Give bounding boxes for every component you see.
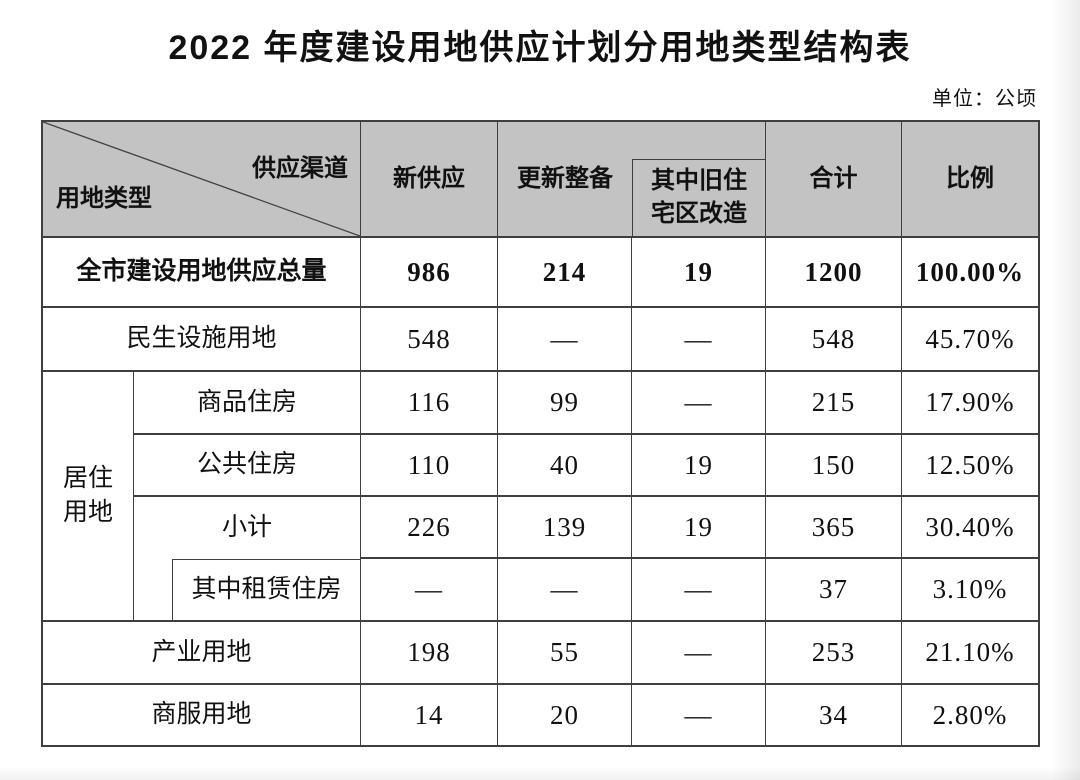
cell-value: 40 [498, 435, 632, 497]
cell-value: — [632, 308, 766, 372]
page-title: 2022 年度建设用地供应计划分用地类型结构表 [168, 29, 912, 67]
cell-value: 150 [766, 435, 902, 497]
corner-supply-channel-label: 供应渠道 [252, 156, 348, 182]
land-supply-table: 供应渠道 用地类型 新供应 更新整备 其中旧住宅区改造 合计 比例 全市建设用地… [41, 120, 1040, 747]
cell-value: 99 [498, 372, 632, 435]
cell-value: 19 [632, 435, 766, 497]
cell-value: 34 [766, 685, 902, 745]
cell-value: 100.00% [902, 238, 1038, 308]
group-label-residential: 居住用地 [43, 372, 134, 622]
cell-value: 37 [766, 559, 902, 622]
cell-value: 215 [766, 372, 902, 435]
cell-value: 20 [498, 685, 632, 745]
cell-value: 548 [361, 308, 498, 372]
cell-value: 12.50% [902, 435, 1038, 497]
row-label-public-housing: 公共住房 [134, 435, 361, 497]
cell-value: 21.10% [902, 622, 1038, 685]
page-edge-shade-bottom [0, 766, 1080, 780]
col-header-total: 合计 [766, 122, 902, 238]
cell-value: 45.70% [902, 308, 1038, 372]
col-header-ratio: 比例 [902, 122, 1038, 238]
cell-value: 55 [498, 622, 632, 685]
cell-value: 365 [766, 497, 902, 559]
cell-value: 110 [361, 435, 498, 497]
cell-value: — [361, 559, 498, 622]
cell-value: 30.40% [902, 497, 1038, 559]
cell-value: — [498, 308, 632, 372]
row-label-livelihood: 民生设施用地 [43, 308, 361, 372]
row-label-citywide-total: 全市建设用地供应总量 [43, 238, 361, 308]
col-header-renewal: 更新整备 [498, 122, 632, 238]
cell-value: 226 [361, 497, 498, 559]
col-header-renewal-top-strip [632, 122, 766, 159]
cell-value: 214 [498, 238, 632, 308]
cell-value: 253 [766, 622, 902, 685]
corner-cell: 供应渠道 用地类型 [43, 122, 361, 238]
cell-value: 19 [632, 238, 766, 308]
cell-value: 139 [498, 497, 632, 559]
cell-value: — [498, 559, 632, 622]
cell-value: — [632, 685, 766, 745]
cell-value: 1200 [766, 238, 902, 308]
col-header-new-supply: 新供应 [361, 122, 498, 238]
cell-value: — [632, 372, 766, 435]
cell-value: 548 [766, 308, 902, 372]
row-label-commodity-housing: 商品住房 [134, 372, 361, 435]
cell-value: 17.90% [902, 372, 1038, 435]
cell-value: 116 [361, 372, 498, 435]
corner-land-type-label: 用地类型 [56, 186, 152, 213]
col-header-renewal-sub: 其中旧住宅区改造 [632, 159, 766, 238]
cell-value: — [632, 559, 766, 622]
cell-value: 14 [361, 685, 498, 745]
cell-value: 3.10% [902, 559, 1038, 622]
row-label-subtotal: 小计 [134, 497, 361, 559]
rental-row-spacer [134, 559, 172, 622]
row-label-industrial: 产业用地 [43, 622, 361, 685]
row-label-commercial: 商服用地 [43, 685, 361, 745]
row-label-rental-housing: 其中租赁住房 [172, 559, 361, 622]
unit-note: 单位：公顷 [932, 88, 1037, 110]
cell-value: — [632, 622, 766, 685]
cell-value: 19 [632, 497, 766, 559]
diagonal-line [43, 122, 360, 236]
page-edge-shade-right [1052, 0, 1080, 780]
cell-value: 2.80% [932, 699, 1008, 730]
cell-value: 198 [361, 622, 498, 685]
cell-value: 986 [361, 238, 498, 308]
